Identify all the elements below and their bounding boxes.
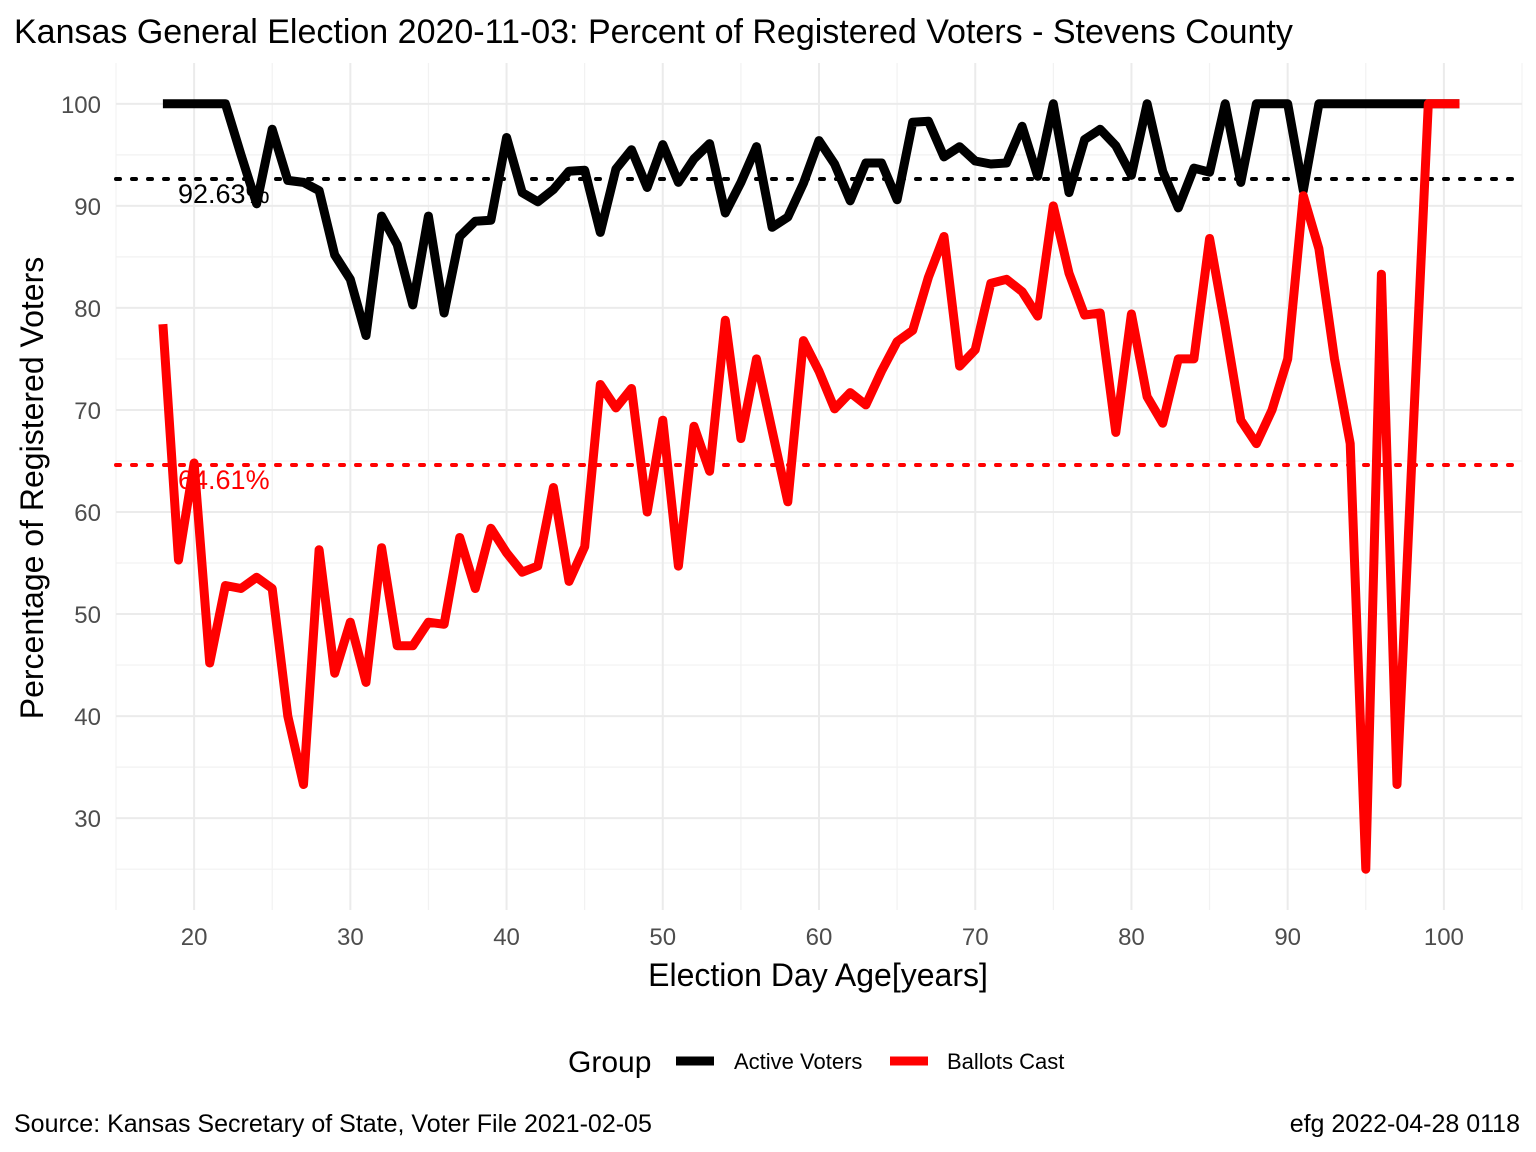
x-tick-label: 30	[337, 924, 364, 951]
caption-credit: efg 2022-04-28 0118	[1290, 1110, 1520, 1138]
x-axis-title: Election Day Age[years]	[648, 957, 988, 993]
reference-lines	[114, 177, 1524, 467]
y-tick-label: 100	[61, 92, 101, 119]
y-tick-labels: 30 40 50 60 70 80 90 100	[61, 92, 101, 833]
x-tick-label: 50	[649, 924, 676, 951]
reference-labels: 92.63% 64.61%	[178, 179, 270, 495]
x-tick-label: 70	[962, 924, 989, 951]
y-tick-label: 80	[74, 296, 101, 323]
legend: Group Active Voters Ballots Cast	[568, 1046, 1064, 1079]
reference-label: 64.61%	[178, 465, 270, 495]
legend-label-active-voters: Active Voters	[734, 1049, 862, 1074]
chart-title: Kansas General Election 2020-11-03: Perc…	[14, 13, 1293, 51]
series-lines	[158, 99, 1460, 874]
x-tick-label: 40	[493, 924, 520, 951]
x-tick-label: 60	[806, 924, 833, 951]
y-tick-label: 70	[74, 398, 101, 425]
caption-source: Source: Kansas Secretary of State, Voter…	[14, 1110, 652, 1138]
y-tick-label: 90	[74, 194, 101, 221]
grid	[115, 63, 1523, 910]
y-axis-title: Percentage of Registered Voters	[14, 257, 50, 720]
series-line-ballots-cast	[158, 99, 1460, 874]
reference-label: 92.63%	[178, 179, 270, 209]
x-tick-labels: 20 30 40 50 60 70 80 90 100	[181, 924, 1464, 951]
y-tick-label: 30	[74, 806, 101, 833]
legend-title: Group	[568, 1046, 651, 1079]
x-tick-label: 20	[181, 924, 208, 951]
x-tick-label: 100	[1424, 924, 1464, 951]
legend-label-ballots-cast: Ballots Cast	[947, 1049, 1064, 1074]
y-tick-label: 50	[74, 602, 101, 629]
x-tick-label: 90	[1274, 924, 1301, 951]
x-tick-label: 80	[1118, 924, 1145, 951]
series-line-active-voters	[162, 99, 1460, 340]
y-tick-label: 60	[74, 500, 101, 527]
y-tick-label: 40	[74, 704, 101, 731]
